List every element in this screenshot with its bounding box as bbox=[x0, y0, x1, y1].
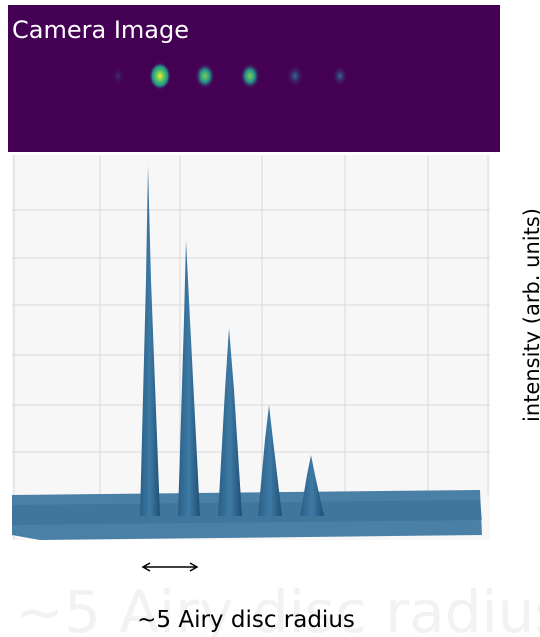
camera-image: Camera Image bbox=[8, 5, 500, 152]
scale-label: ~5 Airy disc radius bbox=[137, 607, 355, 633]
image-label: Camera Image bbox=[12, 16, 189, 44]
figure: ~5 Airy disc radius Camera Image bbox=[0, 0, 540, 637]
plot-grid bbox=[12, 155, 490, 540]
scale-arrow bbox=[143, 563, 197, 571]
page: ~5 Airy disc radius Camera Image bbox=[0, 0, 540, 637]
z-axis-label: intensity (arb. units) bbox=[520, 208, 540, 422]
